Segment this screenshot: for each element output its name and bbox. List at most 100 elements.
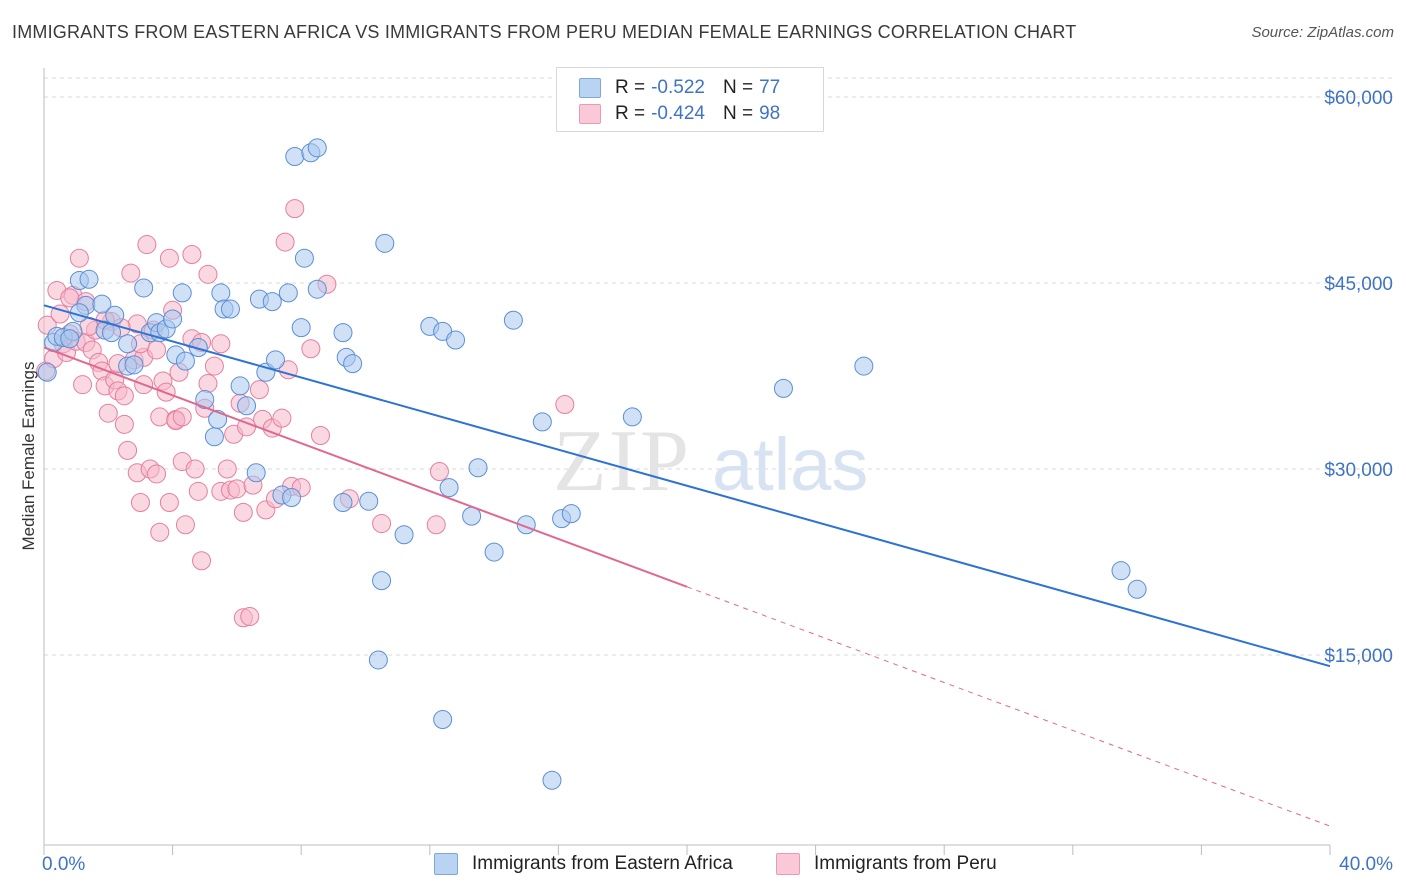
data-point	[217, 459, 237, 479]
watermark: ZIP atlas	[553, 413, 868, 510]
x-tick-label: 40.0%	[1339, 854, 1393, 875]
data-point	[172, 283, 192, 303]
legend-row-series1: R = -0.522 N = 77	[579, 76, 780, 100]
data-point	[854, 356, 874, 376]
data-point	[262, 292, 282, 312]
x-tick-label: 0.0%	[42, 854, 85, 875]
data-point	[301, 339, 321, 359]
data-point	[147, 464, 167, 484]
chart-title: IMMIGRANTS FROM EASTERN AFRICA VS IMMIGR…	[12, 22, 1077, 42]
data-point	[227, 479, 247, 499]
data-point	[188, 337, 208, 357]
data-point	[192, 551, 212, 571]
legend-r-value: -0.522	[651, 77, 705, 98]
data-point	[272, 408, 292, 428]
data-point	[137, 235, 157, 255]
data-point	[285, 147, 305, 167]
data-point	[198, 264, 218, 284]
legend-n-value: 77	[759, 77, 781, 98]
data-point	[188, 481, 208, 501]
data-point	[503, 310, 523, 330]
data-point	[114, 414, 134, 434]
legend-row-series2: R = -0.424 N = 98	[579, 102, 780, 126]
data-point	[532, 412, 552, 432]
data-point	[307, 138, 327, 158]
bottom-legend-series2: Immigrants from Peru	[776, 852, 997, 876]
data-point	[182, 244, 202, 264]
data-point	[121, 263, 141, 283]
y-tick-label: $60,000	[1324, 88, 1393, 109]
data-point	[240, 607, 260, 627]
data-point	[233, 502, 253, 522]
data-point	[118, 440, 138, 460]
legend-n-label: N =	[722, 103, 754, 124]
data-point	[98, 403, 118, 423]
data-point	[278, 283, 298, 303]
data-point	[150, 407, 170, 427]
data-point	[92, 294, 112, 314]
x-tick-labels: 0.0% 40.0%	[42, 854, 1393, 875]
legend: R = -0.522 N = 77 R = -0.424 N = 98	[556, 67, 824, 132]
data-point	[446, 330, 466, 350]
legend-r-label: R =	[615, 103, 646, 124]
data-point	[159, 248, 179, 268]
data-point	[359, 491, 379, 511]
data-point	[69, 248, 89, 268]
data-point	[394, 525, 414, 545]
axes	[43, 68, 1331, 855]
data-point	[484, 542, 504, 562]
y-tick-label: $15,000	[1324, 646, 1393, 667]
trend-line-eastern-africa	[43, 304, 1331, 668]
data-point	[542, 770, 562, 790]
data-point	[294, 248, 314, 268]
data-point	[429, 461, 449, 481]
bottom-legend-series1: Immigrants from Eastern Africa	[434, 852, 733, 876]
data-point	[150, 522, 170, 542]
data-point	[37, 362, 57, 382]
data-point	[147, 340, 167, 360]
legend-swatch-series2	[579, 104, 601, 124]
data-point	[285, 199, 305, 219]
legend-r-label: R =	[615, 77, 646, 98]
data-point	[124, 355, 144, 375]
y-axis-label: Median Female Earnings	[19, 362, 38, 551]
bottom-legend-label-series2: Immigrants from Peru	[814, 853, 997, 874]
data-point	[249, 380, 269, 400]
trend-line-peru	[43, 346, 688, 588]
data-point	[433, 709, 453, 729]
data-point	[198, 373, 218, 393]
data-point	[555, 395, 575, 415]
trend-line-peru-extension	[686, 586, 1331, 827]
legend-n-label: N =	[722, 77, 754, 98]
data-point	[185, 459, 205, 479]
watermark-zip: ZIP	[553, 413, 691, 510]
data-point	[118, 334, 138, 354]
legend-n-value: 98	[759, 103, 781, 124]
data-point	[439, 478, 459, 498]
data-point	[60, 288, 80, 308]
data-point	[282, 488, 302, 508]
data-point	[105, 305, 125, 325]
data-point	[159, 492, 179, 512]
legend-r-value: -0.424	[651, 103, 705, 124]
series-eastern-africa-points	[37, 138, 1147, 790]
bottom-legend-label-series1: Immigrants from Eastern Africa	[472, 853, 733, 874]
data-point	[195, 390, 215, 410]
data-point	[208, 409, 228, 429]
data-point	[372, 571, 392, 591]
data-point	[1127, 579, 1147, 599]
data-point	[204, 356, 224, 376]
data-point	[163, 309, 183, 329]
data-point	[220, 299, 240, 319]
data-point	[230, 376, 250, 396]
data-point	[375, 233, 395, 253]
data-point	[372, 514, 392, 534]
data-point	[561, 504, 581, 524]
data-point	[265, 350, 285, 370]
bottom-legend-swatch-series1	[434, 853, 458, 875]
data-point	[246, 463, 266, 483]
y-tick-labels: $15,000 $30,000 $45,000 $60,000	[1324, 88, 1393, 667]
data-point	[426, 515, 446, 535]
data-point	[237, 396, 257, 416]
